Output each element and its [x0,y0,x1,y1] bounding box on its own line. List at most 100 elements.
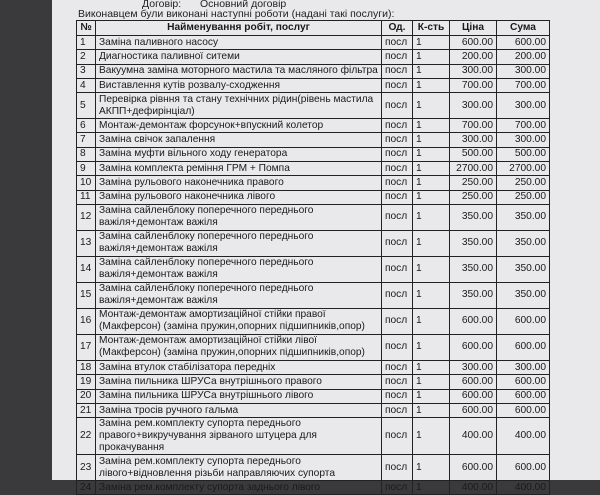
table-row: 16 Монтаж-демонтаж амортизаційної стійки … [76,307,550,335]
service-name: Виставлення кутів розвалу-сходження [95,77,382,94]
table-row: 24 Заміна рем.комплекту супорта заднього … [76,480,550,495]
sum: 350.00 [496,281,550,309]
column-header: Сума [496,20,550,36]
sum: 300.00 [496,92,550,120]
table-row: 2 Диагностика паливної ситеми посл 1 200.00 2… [76,49,550,65]
row-number: 2 [76,49,96,65]
quantity: 1 [412,92,450,120]
price: 600.00 [449,333,497,361]
unit: посл [381,161,413,177]
row-number: 6 [76,118,96,134]
unit: посл [381,49,413,65]
services-table: № Найменування робіт, послуг Од. К-сть Ціна С… [76,20,550,495]
price: 350.00 [449,229,497,257]
quantity: 1 [412,63,450,79]
sum: 300.00 [496,132,550,148]
service-name: Перевірка рівння та стану технічних ріди… [95,92,382,120]
row-number: 13 [76,229,96,257]
service-name: Монтаж-демонтаж амортизаційної стійки лі… [95,333,382,361]
row-number: 10 [76,175,96,191]
unit: посл [381,118,413,134]
service-name: Диагностика паливної ситеми [95,49,382,65]
service-name: Заміна паливного насосу [95,34,382,51]
price: 600.00 [449,402,497,419]
sum: 600.00 [496,307,550,335]
quantity: 1 [412,34,450,51]
sum: 600.00 [496,402,550,419]
price: 250.00 [449,189,497,205]
table-row: 18 Заміна втулок стабілізатора передніх по… [76,359,550,376]
quantity: 1 [412,132,450,148]
table-row: 12 Заміна сайленблоку поперечного переднь… [76,203,550,231]
column-header: Найменування робіт, послуг [95,20,382,36]
unit: посл [381,333,413,361]
row-number: 23 [76,454,96,482]
unit: посл [381,229,413,257]
row-number: 21 [76,402,96,419]
table-row: 6 Монтаж-демонтаж форсунок+впускний колет… [76,118,550,134]
price: 600.00 [449,307,497,335]
service-name: Заміна тросів ручного гальма [95,402,382,419]
service-name: Заміна сайленблоку поперечного передньог… [95,281,382,309]
document-page: Договір: Основний договір Виконавцем бул… [52,0,600,495]
sum: 600.00 [496,34,550,51]
contract-label: Договір: [142,0,182,10]
service-name: Заміна муфти вільного ходу генератора [95,146,382,163]
table-row: 20 Заміна пильника ШРУСа внутрішнього лів… [76,388,550,404]
sum: 300.00 [496,359,550,376]
unit: посл [381,63,413,79]
service-name: Заміна пильника ШРУСа внутрішнього лівог… [95,388,382,404]
price: 600.00 [449,454,497,482]
price: 700.00 [449,77,497,94]
table-row: 14 Заміна сайленблоку поперечного переднь… [76,255,550,283]
table-row: 3 Вакуумна заміна моторного мастила та ма… [76,63,550,79]
quantity: 1 [412,77,450,94]
service-name: Заміна сайленблоку поперечного передньог… [95,203,382,231]
quantity: 1 [412,333,450,361]
service-name: Заміна рульового наконечника правого [95,175,382,191]
price: 250.00 [449,175,497,191]
unit: посл [381,374,413,390]
quantity: 1 [412,229,450,257]
price: 400.00 [449,417,497,456]
unit: посл [381,175,413,191]
table-row: 15 Заміна сайленблоку поперечного переднь… [76,281,550,309]
unit: посл [381,359,413,376]
sum: 600.00 [496,333,550,361]
unit: посл [381,34,413,51]
row-number: 4 [76,77,96,94]
price: 500.00 [449,146,497,163]
row-number: 19 [76,374,96,390]
unit: посл [381,132,413,148]
price: 2700.00 [449,161,497,177]
sum: 300.00 [496,63,550,79]
price: 300.00 [449,92,497,120]
quantity: 1 [412,480,450,495]
column-header: № [76,20,96,36]
row-number: 8 [76,146,96,163]
row-number: 3 [76,63,96,79]
unit: посл [381,307,413,335]
quantity: 1 [412,118,450,134]
sum: 2700.00 [496,161,550,177]
service-name: Заміна рем.комплекту супорта переднього … [95,454,382,482]
table-row: 19 Заміна пильника ШРУСа внутрішнього пра… [76,374,550,390]
quantity: 1 [412,307,450,335]
price: 200.00 [449,49,497,65]
unit: посл [381,388,413,404]
service-name: Вакуумна заміна моторного мастила та мас… [95,63,382,79]
price: 350.00 [449,203,497,231]
sum: 350.00 [496,255,550,283]
quantity: 1 [412,189,450,205]
service-name: Заміна втулок стабілізатора передніх [95,359,382,376]
sum: 600.00 [496,374,550,390]
table-row: 17 Монтаж-демонтаж амортизаційної стійки … [76,333,550,361]
quantity: 1 [412,402,450,419]
contract-value: Основний договір [200,0,287,10]
table-row: 22 Заміна рем.комплекту супорта передньог… [76,417,550,456]
quantity: 1 [412,374,450,390]
column-header: К-сть [412,20,450,36]
price: 350.00 [449,281,497,309]
row-number: 5 [76,92,96,120]
service-name: Заміна рем.комплекту супорта заднього лі… [95,480,382,495]
